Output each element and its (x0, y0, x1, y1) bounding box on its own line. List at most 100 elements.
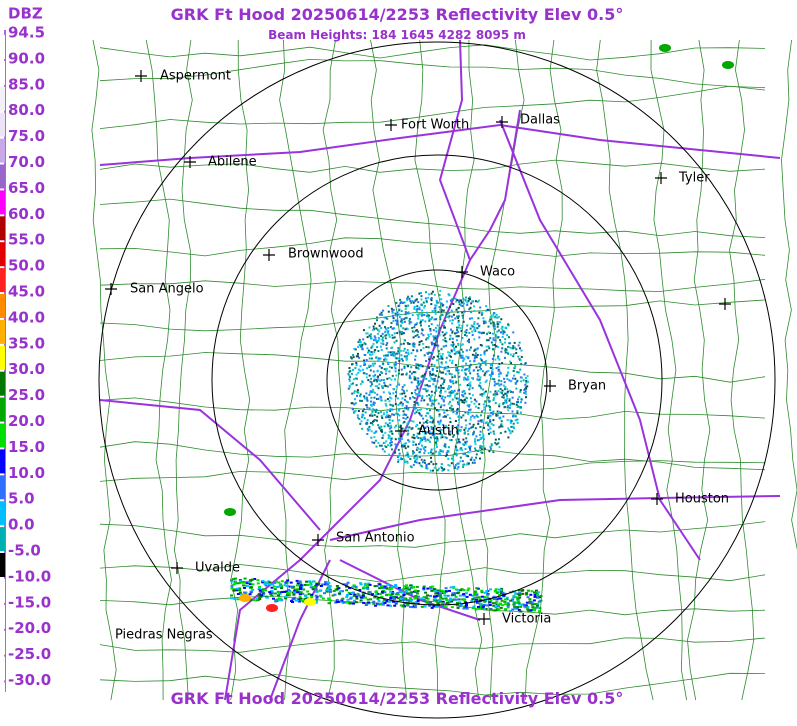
echo (479, 605, 483, 608)
echo (517, 601, 521, 604)
county-line (99, 460, 766, 482)
echo (287, 588, 291, 591)
echo (387, 363, 390, 365)
echo (395, 385, 398, 388)
echo (359, 582, 363, 585)
echo (413, 343, 416, 346)
echo (516, 371, 519, 373)
echo (354, 409, 357, 412)
echo (507, 409, 510, 412)
echo (445, 451, 448, 454)
echo (443, 404, 446, 407)
echo (451, 592, 455, 595)
echo (489, 408, 492, 411)
echo (279, 598, 283, 601)
echo (520, 411, 522, 414)
scale-label: 85.0 (8, 75, 45, 93)
echo (375, 327, 378, 330)
echo (383, 368, 386, 371)
echo (413, 437, 416, 440)
echo (506, 604, 510, 607)
echo (441, 313, 444, 316)
echo (451, 298, 454, 301)
echo (388, 335, 391, 338)
echo (280, 585, 283, 587)
echo (388, 333, 391, 336)
echo (371, 353, 374, 356)
echo (398, 304, 401, 307)
echo (401, 591, 405, 594)
echo (441, 309, 444, 312)
echo (407, 407, 410, 410)
echo (501, 362, 504, 365)
echo (511, 608, 515, 611)
echo (462, 453, 465, 455)
echo (453, 434, 455, 437)
echo (410, 381, 413, 384)
echo (471, 330, 474, 333)
echo (476, 415, 479, 418)
echo (311, 588, 315, 591)
echo (461, 399, 464, 402)
echo (251, 583, 255, 586)
echo (518, 395, 521, 398)
echo (501, 325, 504, 328)
echo (525, 592, 529, 595)
echo (378, 426, 381, 429)
echo (429, 374, 432, 377)
echo (484, 390, 487, 393)
echo (499, 372, 502, 375)
echo (468, 422, 471, 425)
echo (493, 378, 496, 381)
echo (484, 360, 487, 363)
echo (459, 354, 462, 357)
echo (424, 305, 426, 307)
echo (373, 350, 376, 353)
echo (347, 373, 350, 376)
echo (458, 601, 462, 604)
echo (414, 323, 417, 326)
echo (356, 592, 360, 595)
echo (377, 599, 381, 602)
echo (380, 411, 382, 413)
echo (268, 583, 271, 586)
echo (444, 587, 448, 590)
echo (356, 389, 359, 392)
echo (519, 406, 522, 408)
echo (427, 316, 430, 319)
echo (422, 598, 426, 601)
echo (415, 310, 418, 313)
echo (373, 419, 376, 421)
echo (366, 399, 369, 402)
echo (401, 596, 405, 599)
echo (465, 463, 468, 466)
echo (508, 406, 511, 409)
echo (353, 410, 356, 413)
echo (449, 299, 452, 302)
echo (504, 603, 508, 606)
echo (458, 594, 462, 597)
echo (407, 304, 410, 307)
echo (489, 608, 493, 611)
echo (284, 597, 288, 600)
echo (424, 596, 428, 599)
echo (412, 349, 415, 352)
echo (401, 359, 404, 362)
scale-swatch (0, 86, 5, 111)
echo (431, 421, 434, 424)
echo (447, 464, 450, 466)
echo (506, 602, 510, 605)
echo (426, 601, 430, 604)
echo (416, 595, 420, 598)
echo (432, 338, 435, 341)
echo (409, 605, 412, 608)
echo (488, 320, 491, 323)
echo (463, 428, 466, 431)
echo (414, 407, 417, 409)
echo (420, 408, 423, 411)
echo (456, 606, 460, 609)
echo (372, 375, 375, 378)
echo (417, 403, 420, 406)
echo (489, 414, 492, 417)
echo (360, 345, 363, 348)
